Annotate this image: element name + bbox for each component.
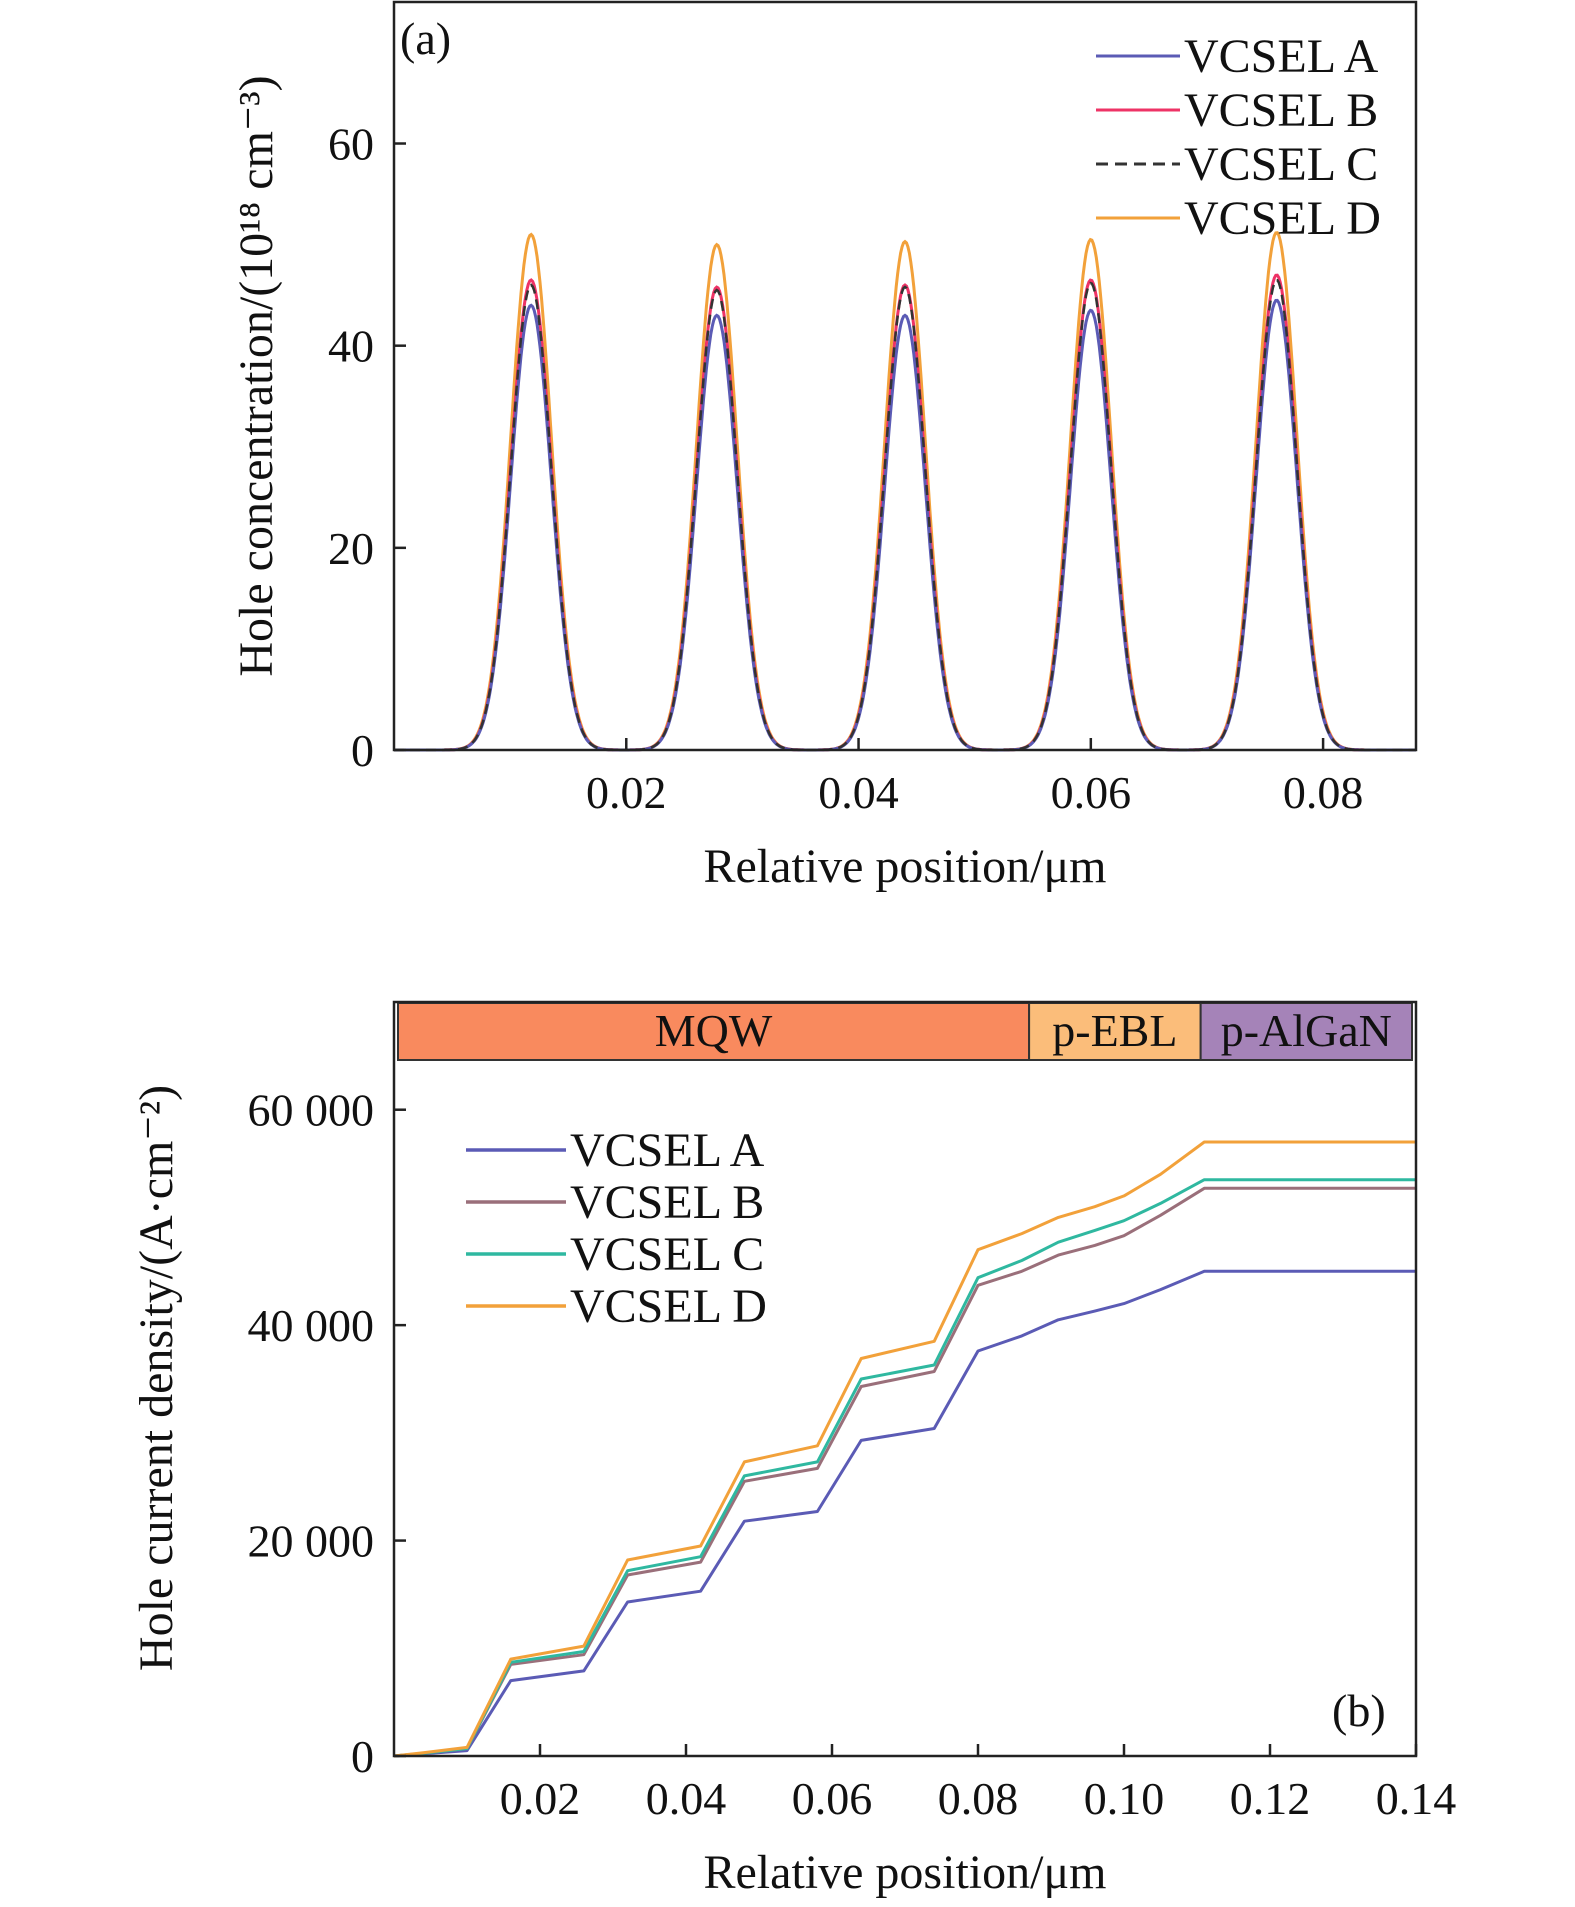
panel-a-x-tick-label: 0.02 <box>586 767 667 818</box>
panel-b-series-vcsel-b <box>393 1186 1416 1758</box>
panel-b-y-tick-label: 60 000 <box>248 1085 375 1136</box>
panel-b-series-vcsel-a <box>393 1269 1416 1758</box>
panel-a-series-vcsel-d <box>394 231 1416 752</box>
panel-b-legend-label-vcsel-a: VCSEL A <box>570 1124 765 1177</box>
panel-b-y-ticks: 0 20 000 40 000 60 000 <box>248 1085 406 1782</box>
region-label-mqw: MQW <box>655 1005 773 1056</box>
panel-a-x-tick-label: 0.08 <box>1283 767 1364 818</box>
panel-a-y-ticks: 0 20 40 60 <box>328 119 406 776</box>
panel-b-x-ticks: 0.02 0.04 0.06 0.08 0.10 0.12 0.14 <box>500 1744 1457 1824</box>
panel-b-series-lines <box>393 1140 1416 1758</box>
panel-b-x-axis-title: Relative position/μm <box>703 1846 1106 1899</box>
panel-a-x-tick-label: 0.04 <box>818 767 899 818</box>
panel-b-label: (b) <box>1332 1685 1386 1736</box>
panel-b-x-tick-label: 0.08 <box>938 1773 1019 1824</box>
panel-b-x-tick-label: 0.12 <box>1230 1773 1311 1824</box>
panel-b: MQW p-EBL p-AlGaN 0.02 0.04 0.06 0.08 0.10 0.12… <box>130 1000 1457 1899</box>
panel-a-x-ticks: 0.02 0.04 0.06 0.08 <box>586 738 1363 818</box>
panel-a: 0.02 0.04 0.06 0.08 0 20 40 60 (a) Relative po… <box>230 0 1418 893</box>
panel-b-plot-frame <box>392 1000 1418 1758</box>
panel-b-legend-label-vcsel-d: VCSEL D <box>570 1280 767 1333</box>
panel-a-y-tick-label: 60 <box>328 119 374 170</box>
panel-a-y-tick-label: 40 <box>328 321 374 372</box>
region-label-p-ebl: p-EBL <box>1052 1005 1177 1056</box>
panel-b-region-bar: MQW p-EBL p-AlGaN <box>397 1002 1414 1061</box>
panel-b-y-axis-title: Hole current density/(A·cm⁻²) <box>130 1085 183 1671</box>
panel-b-y-tick-label: 0 <box>351 1731 374 1782</box>
panel-a-legend-label-vcsel-d: VCSEL D <box>1184 192 1381 245</box>
region-label-p-algan: p-AlGaN <box>1221 1005 1392 1056</box>
panel-a-y-axis-title: Hole concentration/(10¹⁸ cm⁻³) <box>230 75 283 676</box>
panel-a-series-lines <box>394 231 1416 752</box>
panel-b-x-tick-label: 0.04 <box>646 1773 727 1824</box>
panel-b-legend-label-vcsel-c: VCSEL C <box>570 1228 764 1281</box>
panel-a-plot-frame <box>392 0 1418 752</box>
panel-a-series-vcsel-c <box>394 278 1416 752</box>
panel-a-label: (a) <box>400 13 451 64</box>
panel-a-legend-label-vcsel-c: VCSEL C <box>1184 138 1378 191</box>
panel-a-y-tick-label: 0 <box>351 725 374 776</box>
panel-b-x-tick-label: 0.06 <box>792 1773 873 1824</box>
region-mqw <box>397 1002 1031 1061</box>
panel-b-series-vcsel-d <box>393 1140 1416 1758</box>
panel-a-legend-label-vcsel-a: VCSEL A <box>1184 30 1379 83</box>
panel-b-x-tick-label: 0.10 <box>1084 1773 1165 1824</box>
panel-a-x-tick-label: 0.06 <box>1051 767 1132 818</box>
panel-b-legend-label-vcsel-b: VCSEL B <box>570 1176 764 1229</box>
panel-b-series-vcsel-c <box>393 1178 1416 1758</box>
panel-b-y-tick-label: 20 000 <box>248 1516 375 1567</box>
panel-a-y-tick-label: 20 <box>328 523 374 574</box>
panel-b-x-tick-label: 0.02 <box>500 1773 581 1824</box>
panel-b-x-tick-label: 0.14 <box>1376 1773 1457 1824</box>
panel-b-y-tick-label: 40 000 <box>248 1300 375 1351</box>
panel-a-x-axis-title: Relative position/μm <box>703 840 1106 893</box>
region-p-algan <box>1199 1002 1414 1061</box>
panel-a-legend-label-vcsel-b: VCSEL B <box>1184 84 1378 137</box>
